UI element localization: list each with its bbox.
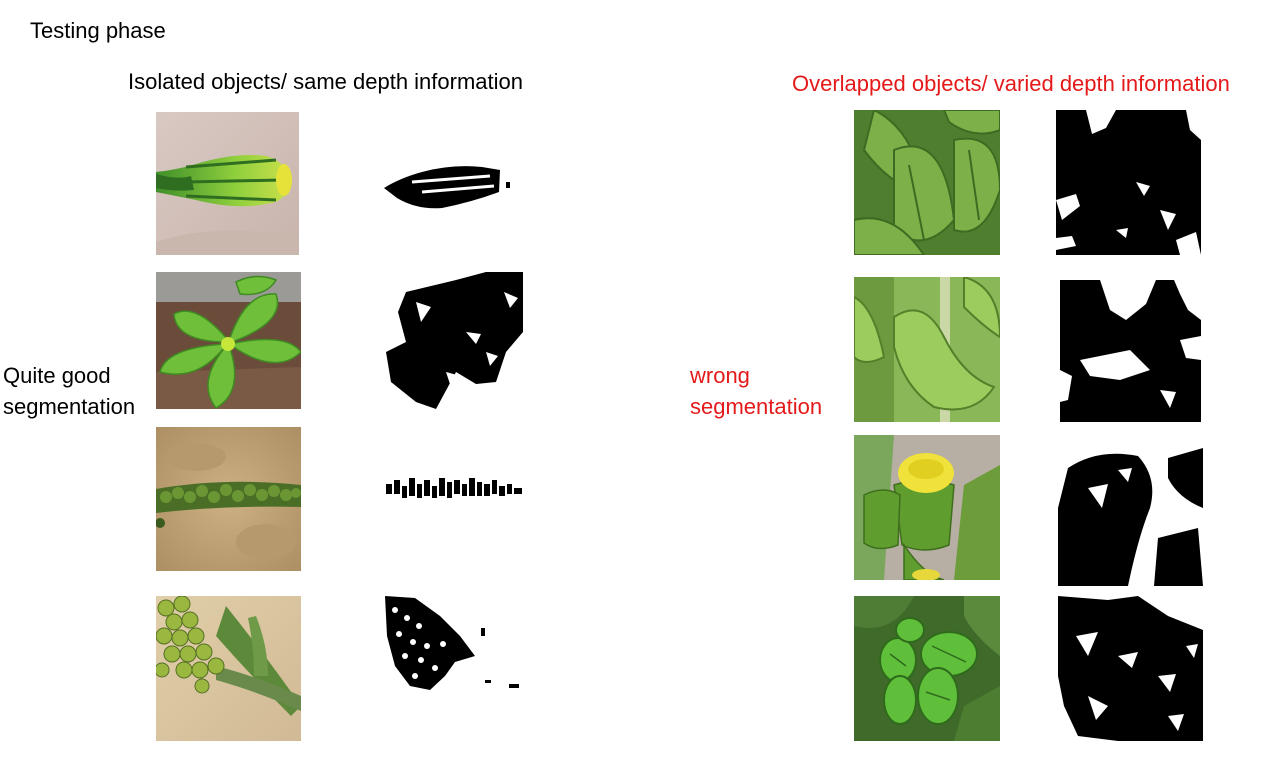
page-title: Testing phase bbox=[30, 18, 166, 43]
bud-cluster-mask bbox=[385, 596, 519, 690]
seed-spike-mask bbox=[386, 478, 522, 498]
wavy-leaves-photo bbox=[854, 277, 1000, 422]
yellow-flower-photo bbox=[854, 435, 1000, 580]
leaves-photo bbox=[854, 110, 1000, 255]
left-side-label-line1: Quite good bbox=[3, 363, 111, 388]
leafy-seedling-photo bbox=[156, 272, 301, 409]
left-side-label-line2: segmentation bbox=[3, 394, 136, 419]
bud-cluster-photo bbox=[156, 596, 301, 741]
left-side-label: Quite good segmentation bbox=[3, 360, 135, 422]
green-buds-photo bbox=[854, 596, 1000, 741]
yellow-flower-mask bbox=[1058, 448, 1203, 586]
right-side-label-line1: wrong bbox=[690, 363, 750, 388]
right-side-label: wrong segmentation bbox=[690, 360, 822, 422]
right-side-label-line2: segmentation bbox=[690, 394, 823, 419]
leaves-mask bbox=[1056, 110, 1201, 255]
flower-bud-photo bbox=[156, 112, 299, 255]
flower-bud-mask bbox=[384, 166, 510, 209]
left-heading: Isolated objects/ same depth information bbox=[128, 69, 524, 94]
leafy-seedling-mask bbox=[386, 272, 523, 409]
seed-spike-photo bbox=[156, 427, 301, 571]
green-buds-mask bbox=[1058, 596, 1203, 741]
right-heading: Overlapped objects/ varied depth informa… bbox=[792, 71, 1230, 96]
wavy-leaves-mask bbox=[1060, 280, 1201, 422]
